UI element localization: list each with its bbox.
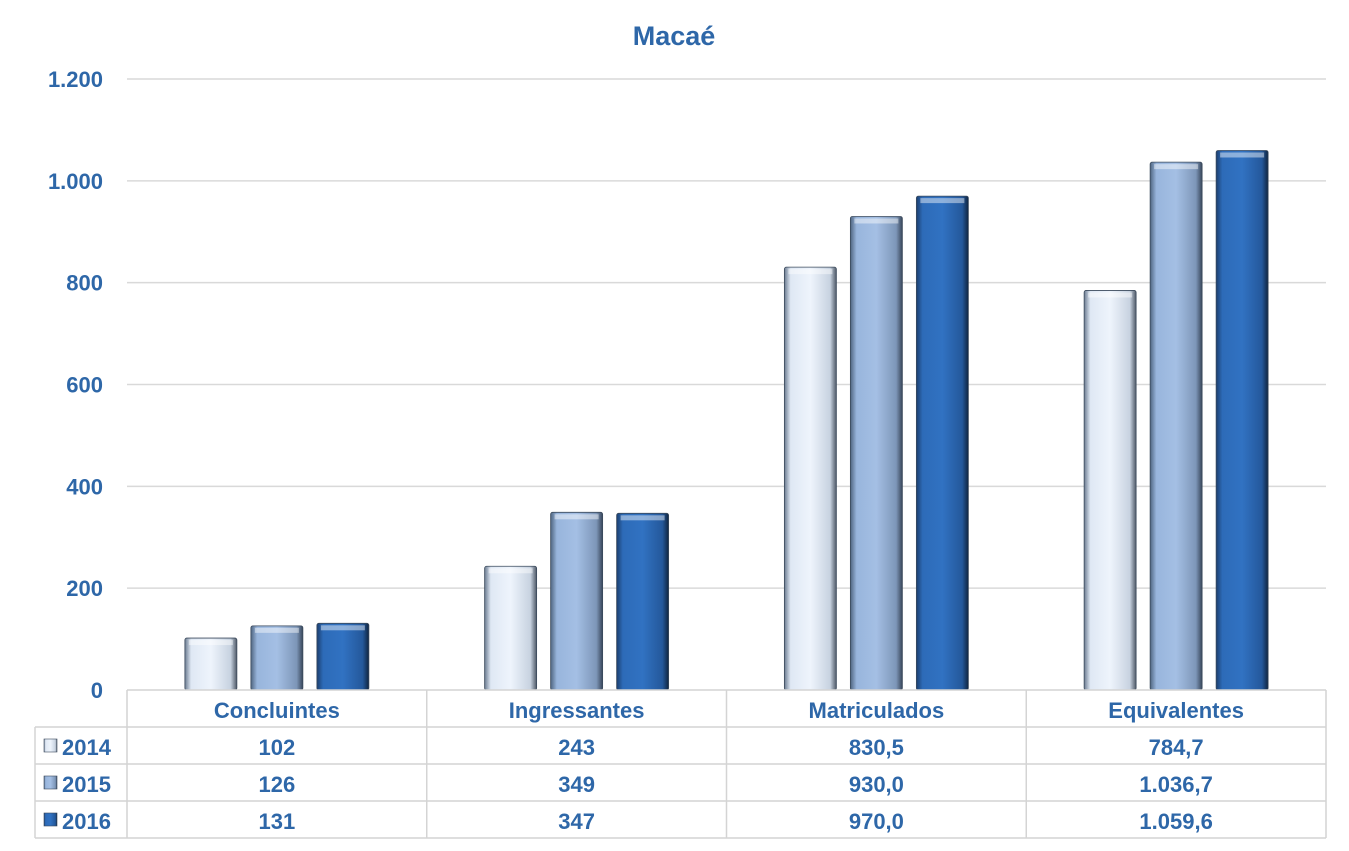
data-cell: 784,7 xyxy=(1149,735,1204,760)
bar-highlight xyxy=(620,515,665,521)
data-cell: 349 xyxy=(558,772,595,797)
category-label: Matriculados xyxy=(809,698,945,723)
data-cell: 830,5 xyxy=(849,735,904,760)
bar-highlight xyxy=(254,627,299,633)
bar-highlight xyxy=(1154,164,1199,170)
bar-2016-matriculados xyxy=(915,195,969,691)
bar-2014-equivalentes xyxy=(1083,290,1137,691)
data-cell: 930,0 xyxy=(849,772,904,797)
y-tick-label: 0 xyxy=(91,678,103,703)
series-label: 2014 xyxy=(62,735,112,760)
bar-2014-concluintes xyxy=(184,637,238,691)
legend-key-2014 xyxy=(43,738,58,753)
bar-highlight xyxy=(188,640,233,646)
data-cell: 1.036,7 xyxy=(1139,772,1212,797)
data-table: Concluintes Ingressantes Matriculados Equiv… xyxy=(34,689,1327,839)
bar-highlight xyxy=(920,198,965,204)
legend-key-2015 xyxy=(43,775,58,790)
data-cell: 126 xyxy=(259,772,296,797)
data-cell: 102 xyxy=(259,735,296,760)
data-cell: 1.059,6 xyxy=(1139,809,1212,834)
bar-2016-equivalentes xyxy=(1215,150,1269,691)
y-tick-label: 200 xyxy=(66,576,103,601)
bar-highlight xyxy=(320,625,365,631)
bar-highlight xyxy=(554,514,599,520)
y-axis-ticks: 0 200 400 600 800 1.000 1.200 xyxy=(48,67,103,703)
bar-highlight xyxy=(1088,292,1133,298)
y-tick-label: 1.200 xyxy=(48,67,103,92)
bar-2015-concluintes xyxy=(250,625,304,691)
chart-title: Macaé xyxy=(633,21,716,51)
gridlines xyxy=(127,78,1326,589)
bar-2016-ingressantes xyxy=(616,512,670,691)
series-label: 2015 xyxy=(62,772,111,797)
bar-highlight xyxy=(788,269,833,275)
data-cell: 131 xyxy=(259,809,296,834)
bar-2015-equivalentes xyxy=(1149,161,1203,691)
bar-2014-matriculados xyxy=(783,266,837,691)
y-tick-label: 400 xyxy=(66,474,103,499)
bar-2016-concluintes xyxy=(316,622,370,691)
data-cell: 970,0 xyxy=(849,809,904,834)
bar-2015-matriculados xyxy=(849,216,903,691)
bars xyxy=(184,150,1269,691)
y-tick-label: 600 xyxy=(66,373,103,398)
y-tick-label: 800 xyxy=(66,271,103,296)
y-tick-label: 1.000 xyxy=(48,169,103,194)
data-cell: 243 xyxy=(558,735,595,760)
bar-highlight xyxy=(488,568,533,574)
category-label: Equivalentes xyxy=(1108,698,1244,723)
bar-highlight xyxy=(854,218,899,224)
series-label: 2016 xyxy=(62,809,111,834)
bar-highlight xyxy=(1220,152,1265,158)
category-label: Concluintes xyxy=(214,698,340,723)
data-cell: 347 xyxy=(558,809,595,834)
legend-key-2016 xyxy=(43,812,58,827)
bar-2015-ingressantes xyxy=(550,511,604,691)
bar-2014-ingressantes xyxy=(484,565,538,691)
category-label: Ingressantes xyxy=(509,698,645,723)
